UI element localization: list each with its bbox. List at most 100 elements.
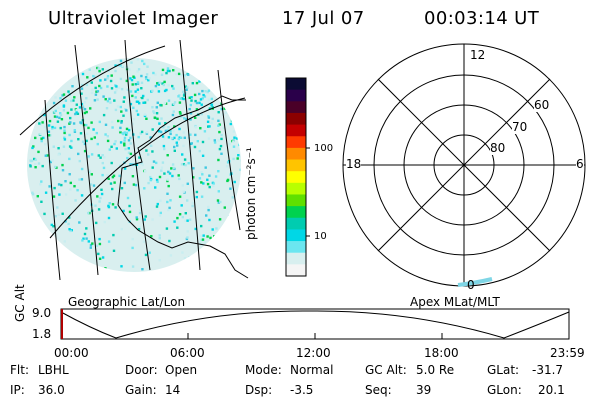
colorbar-tick-100: 100 xyxy=(314,143,334,154)
aurora-speckle xyxy=(178,117,181,120)
aurora-speckle xyxy=(207,125,210,128)
aurora-speckle xyxy=(213,235,216,238)
aurora-speckle xyxy=(52,195,56,198)
aurora-speckle xyxy=(169,254,173,257)
right-projection-label: Apex MLat/MLT xyxy=(410,295,500,309)
aurora-speckle xyxy=(95,244,99,247)
aurora-speckle xyxy=(164,129,168,133)
aurora-speckle xyxy=(59,97,62,100)
aurora-speckle xyxy=(186,182,189,185)
aurora-speckle xyxy=(203,130,207,133)
aurora-speckle xyxy=(202,234,205,237)
aurora-speckle xyxy=(129,152,133,156)
aurora-speckle xyxy=(96,90,100,93)
aurora-speckle xyxy=(208,125,211,128)
aurora-speckle xyxy=(181,90,185,93)
aurora-speckle xyxy=(68,157,71,161)
aurora-speckle xyxy=(122,100,125,103)
aurora-speckle xyxy=(108,148,111,151)
aurora-speckle xyxy=(52,225,55,228)
aurora-speckle xyxy=(162,83,165,87)
aurora-speckle xyxy=(167,170,170,174)
meridian-line xyxy=(179,39,201,271)
aurora-speckle xyxy=(156,202,159,206)
aurora-speckle xyxy=(173,220,176,223)
aurora-speckle xyxy=(107,240,111,243)
aurora-speckle xyxy=(238,143,241,147)
aurora-speckle xyxy=(73,129,76,132)
aurora-speckle xyxy=(186,86,189,89)
aurora-speckle xyxy=(178,177,181,181)
altitude-ytick-bottom: 1.8 xyxy=(32,327,52,341)
aurora-speckle xyxy=(159,199,162,202)
aurora-speckle xyxy=(172,102,176,106)
aurora-speckle xyxy=(53,126,57,130)
aurora-speckle xyxy=(85,123,88,127)
aurora-speckle xyxy=(163,80,166,84)
aurora-speckle xyxy=(112,174,116,177)
aurora-speckle xyxy=(148,251,151,254)
aurora-speckle xyxy=(200,171,203,174)
aurora-speckle xyxy=(32,145,35,148)
aurora-speckle xyxy=(173,145,176,149)
aurora-speckle xyxy=(76,112,80,115)
aurora-speckle xyxy=(149,178,152,182)
aurora-speckle xyxy=(132,106,135,109)
aurora-speckle xyxy=(191,204,194,208)
aurora-speckle xyxy=(151,89,154,93)
aurora-speckle xyxy=(104,133,107,136)
aurora-speckle xyxy=(178,127,181,131)
aurora-speckle xyxy=(156,180,159,183)
color-bar-swatch xyxy=(286,171,306,184)
aurora-speckle xyxy=(189,103,192,107)
aurora-speckle xyxy=(109,79,113,83)
aurora-speckle xyxy=(96,98,99,101)
aurora-speckle xyxy=(134,90,137,93)
aurora-speckle xyxy=(78,178,81,181)
aurora-speckle xyxy=(68,228,71,231)
color-bar-swatch xyxy=(286,159,306,172)
aurora-speckle xyxy=(163,147,166,151)
aurora-speckle xyxy=(217,201,220,204)
aurora-speckle xyxy=(166,178,169,181)
aurora-speckle xyxy=(184,163,187,167)
aurora-speckle xyxy=(46,154,49,157)
aurora-speckle xyxy=(195,195,198,199)
aurora-speckle xyxy=(120,65,124,68)
aurora-speckle xyxy=(40,180,43,183)
aurora-speckle xyxy=(95,221,98,225)
aurora-speckle xyxy=(216,199,220,202)
aurora-speckle xyxy=(218,130,221,134)
aurora-speckle xyxy=(136,70,139,73)
aurora-speckle xyxy=(103,220,106,224)
aurora-speckle xyxy=(201,140,205,144)
aurora-speckle xyxy=(95,237,98,240)
aurora-speckle xyxy=(37,150,40,154)
aurora-speckle xyxy=(127,128,131,132)
aurora-speckle xyxy=(151,106,154,109)
aurora-speckle xyxy=(60,183,63,187)
aurora-speckle xyxy=(211,106,214,109)
aurora-speckle xyxy=(140,162,143,165)
aurora-speckle xyxy=(131,265,135,268)
aurora-speckle xyxy=(94,93,98,96)
aurora-speckle xyxy=(156,87,159,90)
aurora-speckle xyxy=(87,126,90,130)
aurora-speckle xyxy=(138,226,141,229)
aurora-speckle xyxy=(152,160,156,163)
aurora-speckle xyxy=(201,154,205,157)
aurora-speckle xyxy=(166,179,169,183)
aurora-speckle xyxy=(89,243,93,247)
aurora-speckle xyxy=(61,169,65,172)
aurora-speckle xyxy=(134,83,137,86)
aurora-speckle xyxy=(98,200,101,203)
aurora-speckle xyxy=(106,135,109,138)
aurora-speckle xyxy=(87,240,90,243)
aurora-speckle xyxy=(90,91,94,95)
aurora-speckle xyxy=(135,163,139,166)
parallel-line xyxy=(49,97,246,239)
aurora-speckle xyxy=(138,211,142,215)
aurora-speckle xyxy=(123,139,126,142)
aurora-speckle xyxy=(101,173,104,177)
color-bar-swatch xyxy=(286,194,306,207)
